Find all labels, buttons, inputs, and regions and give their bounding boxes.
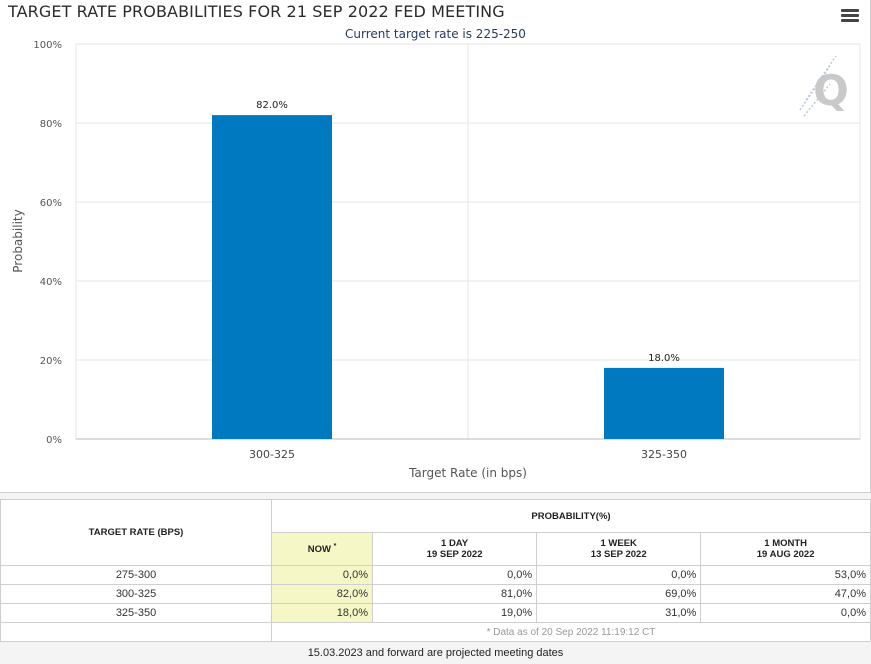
logo-stroke: [799, 65, 831, 111]
now-marker: *: [333, 542, 337, 550]
probability-table: TARGET RATE (BPS) PROBABILITY(%) NOW * 1…: [0, 499, 871, 642]
value-cell-now: 18,0%: [271, 603, 373, 623]
column-label: 1 DAY: [441, 538, 469, 549]
projected-dates-note: 15.03.2023 and forward are projected mee…: [307, 647, 564, 659]
value-cell: 0,0%: [536, 565, 702, 585]
chart-title: TARGET RATE PROBABILITIES FOR 21 SEP 202…: [8, 2, 505, 21]
x-axis-title: Target Rate (in bps): [408, 466, 527, 480]
value-cell: 53,0%: [700, 565, 871, 585]
value-cell: 0,0%: [371, 565, 538, 585]
y-tick-label: 40%: [40, 277, 62, 288]
y-tick-label: 20%: [40, 356, 62, 367]
y-axis-title: Probability: [11, 209, 25, 272]
table-footnote-row: * Data as of 20 Sep 2022 11:19:12 CT: [0, 622, 871, 642]
data-label: 82.0%: [256, 100, 288, 111]
x-tick-label: 300-325: [249, 448, 295, 461]
column-date: 19 AUG 2022: [756, 549, 815, 560]
x-tick-label: 325-350: [641, 448, 687, 461]
rate-column-header: TARGET RATE (BPS): [0, 499, 272, 566]
bar: [604, 367, 724, 439]
y-tick-label: 0%: [46, 435, 62, 446]
value-cell-now: 0,0%: [271, 565, 373, 585]
y-tick-label: 60%: [40, 198, 62, 209]
value-cell: 0,0%: [700, 603, 871, 623]
column-header-1-week: 1 WEEK 13 SEP 2022: [536, 532, 702, 566]
y-tick-label: 80%: [40, 119, 62, 130]
column-label: 1 WEEK: [600, 538, 637, 549]
column-label: 1 MONTH: [764, 538, 808, 549]
bar-chart: 0% 20% 40% 60% 80% 100% 82.0% 300-325 18.0% 325-3…: [11, 40, 861, 480]
rate-cell: 300-325: [0, 584, 272, 604]
column-header-now: NOW *: [271, 532, 373, 566]
hamburger-menu-icon[interactable]: [841, 9, 859, 23]
column-date: 13 SEP 2022: [590, 549, 647, 560]
value-cell: 31,0%: [536, 603, 702, 623]
probability-column-header: PROBABILITY(%): [271, 499, 871, 533]
rate-cell: 275-300: [0, 565, 272, 585]
column-header-1-day: 1 DAY 19 SEP 2022: [371, 532, 538, 566]
table-row: 325-350 18,0% 19,0% 31,0% 0,0%: [0, 603, 871, 623]
column-date: 19 SEP 2022: [426, 549, 483, 560]
cme-q-logo-icon: Q: [799, 55, 849, 117]
y-tick-label: 100%: [33, 40, 62, 51]
chart-panel: 0% 20% 40% 60% 80% 100% 82.0% 300-325 18.0% 325-3…: [0, 0, 871, 493]
value-cell: 69,0%: [536, 584, 702, 604]
value-cell: 81,0%: [371, 584, 538, 604]
logo-letter: Q: [813, 66, 849, 115]
table-footnote: * Data as of 20 Sep 2022 11:19:12 CT: [271, 622, 871, 642]
value-cell: 47,0%: [700, 584, 871, 604]
table-row: 275-300 0,0% 0,0% 0,0% 53,0%: [0, 565, 871, 585]
bar: [212, 115, 332, 439]
table-row: 300-325 82,0% 81,0% 69,0% 47,0%: [0, 584, 871, 604]
column-header-1-month: 1 MONTH 19 AUG 2022: [700, 532, 871, 566]
value-cell: 19,0%: [371, 603, 538, 623]
value-cell-now: 82,0%: [271, 584, 373, 604]
logo-stroke: [803, 83, 831, 117]
data-label: 18.0%: [648, 353, 680, 364]
chart-subtitle: Current target rate is 225-250: [345, 27, 526, 41]
column-label: NOW: [307, 544, 331, 556]
rate-cell: 325-350: [0, 603, 272, 623]
